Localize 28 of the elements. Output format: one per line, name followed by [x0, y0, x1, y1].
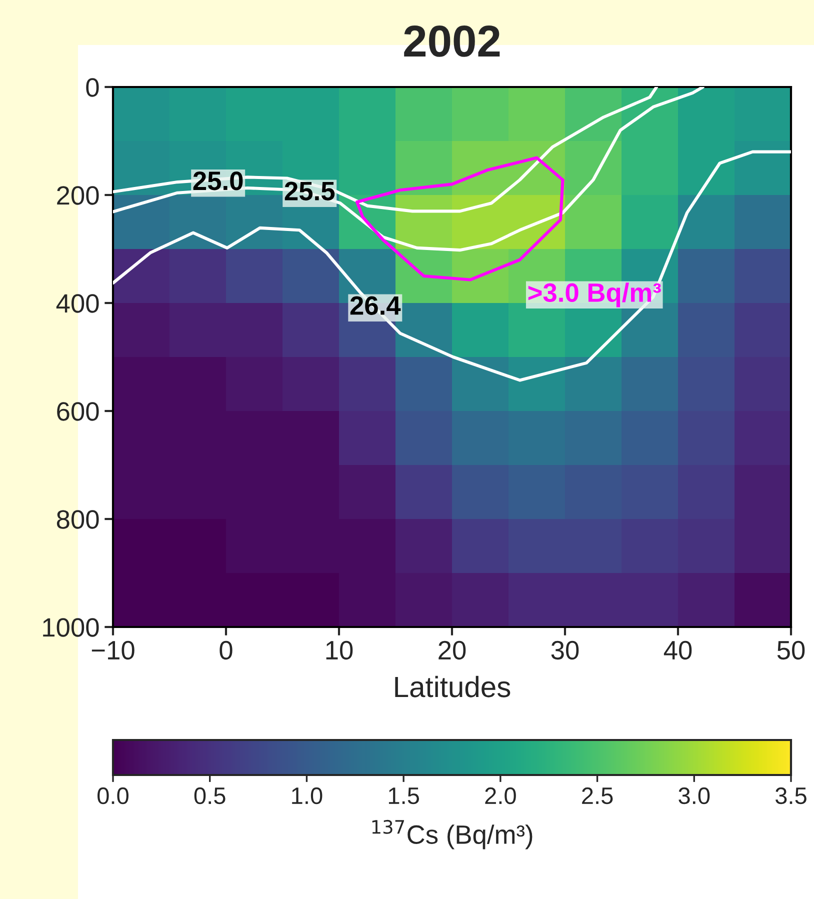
x-tick-label: 50 [777, 640, 805, 660]
x-tick-label: 0 [220, 640, 232, 660]
x-tick-label: 20 [438, 640, 466, 660]
y-tick-label: 800 [56, 510, 99, 529]
chart-title: 2002 [404, 25, 500, 57]
annotation: 25.0 [193, 172, 243, 190]
y-tick-label: 200 [57, 186, 99, 205]
color-bar-label: 0.5 [194, 787, 226, 804]
x-tick-label: 30 [551, 640, 579, 660]
color-bar-label: 2.0 [485, 787, 516, 804]
y-tick-label: 400 [56, 294, 99, 313]
color-bar-title: $^{137}$Cs (Bq/m³) [372, 820, 532, 850]
color-bar-label: 0.0 [98, 787, 128, 804]
color-bar-label: 3.0 [678, 787, 710, 804]
x-tick-label: −10 [92, 640, 134, 660]
y-tick-label: 600 [57, 402, 99, 421]
x-tick-label: 10 [326, 640, 353, 660]
x-axis-title: Latitudes [395, 676, 510, 698]
annotation: >3.0 Bq/m³ [528, 282, 661, 308]
annotation: 25.5 [284, 182, 335, 200]
color-bar-label: 3.5 [775, 787, 806, 804]
color-bar-label: 2.5 [582, 787, 613, 804]
y-tick-label: 0 [86, 78, 99, 97]
color-bar-label: 1.5 [388, 788, 419, 804]
annotation: 26.4 [350, 296, 401, 315]
y-tick-label: 1000 [43, 618, 99, 637]
color-bar-label: 1.0 [292, 787, 322, 804]
x-tick-label: 40 [664, 640, 692, 660]
